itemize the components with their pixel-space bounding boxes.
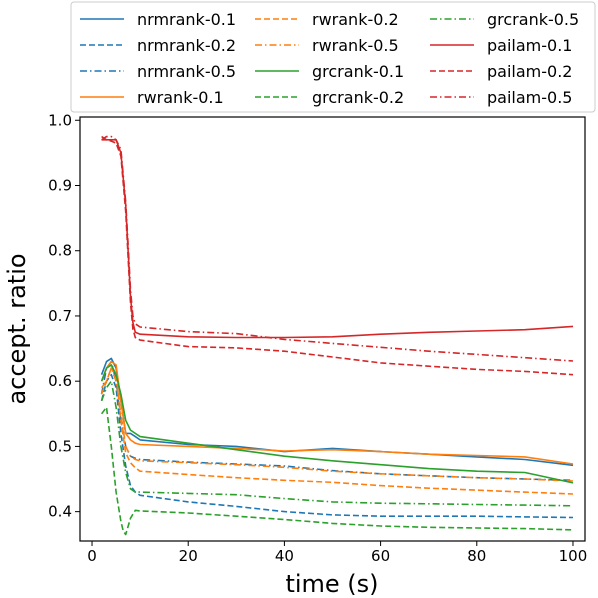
series-line-rwrank-0.5	[100, 367, 574, 482]
y-tick-label: 0.4	[48, 503, 72, 521]
legend-frame	[70, 1, 596, 113]
series-line-grcrank-0.1	[100, 364, 574, 484]
legend-label-grcrank-0.5: grcrank-0.5	[487, 10, 579, 29]
x-tick-label: 40	[275, 547, 294, 565]
y-tick-label: 1.0	[48, 111, 72, 129]
legend-label-nrmrank-0.1: nrmrank-0.1	[137, 10, 236, 29]
series-line-pailam-0.5	[101, 135, 574, 362]
legend-label-grcrank-0.2: grcrank-0.2	[312, 88, 404, 107]
y-tick-label: 0.7	[48, 307, 72, 325]
legend-label-grcrank-0.1: grcrank-0.1	[312, 62, 404, 81]
legend-label-pailam-0.2: pailam-0.2	[487, 62, 572, 81]
y-axis-ticks: 0.4 0.5 0.6 0.7 0.8 0.9 1.0	[48, 111, 80, 521]
x-tick-label: 0	[87, 547, 97, 565]
legend: nrmrank-0.1 nrmrank-0.2 nrmrank-0.5 rwrank-…	[70, 1, 596, 113]
x-tick-label: 100	[559, 547, 588, 565]
x-tick-label: 80	[467, 547, 486, 565]
series-line-grcrank-0.5	[100, 380, 574, 507]
legend-label-rwrank-0.2: rwrank-0.2	[312, 10, 399, 29]
legend-label-nrmrank-0.2: nrmrank-0.2	[137, 36, 236, 55]
y-tick-label: 0.6	[48, 372, 72, 390]
legend-label-pailam-0.5: pailam-0.5	[487, 88, 572, 107]
x-axis-title: time (s)	[285, 570, 378, 598]
y-tick-label: 0.8	[48, 242, 72, 260]
series-line-grcrank-0.2	[100, 406, 574, 536]
series-line-rwrank-0.1	[100, 360, 574, 465]
x-tick-label: 60	[371, 547, 390, 565]
series-line-nrmrank-0.2	[100, 373, 574, 519]
legend-label-pailam-0.1: pailam-0.1	[487, 36, 572, 55]
x-axis-ticks: 0 20 40 60 80 100	[87, 541, 587, 565]
legend-label-nrmrank-0.5: nrmrank-0.5	[137, 62, 236, 81]
series-line-rwrank-0.2	[100, 367, 574, 495]
y-axis-title: accept. ratio	[3, 253, 31, 404]
y-tick-label: 0.9	[48, 176, 72, 194]
series-line-pailam-0.2	[101, 135, 574, 376]
series-layer	[100, 135, 574, 536]
y-tick-label: 0.5	[48, 437, 72, 455]
x-tick-label: 20	[179, 547, 198, 565]
legend-label-rwrank-0.5: rwrank-0.5	[312, 36, 399, 55]
legend-entries: nrmrank-0.1 nrmrank-0.2 nrmrank-0.5 rwrank-…	[80, 10, 579, 107]
legend-label-rwrank-0.1: rwrank-0.1	[137, 88, 224, 107]
